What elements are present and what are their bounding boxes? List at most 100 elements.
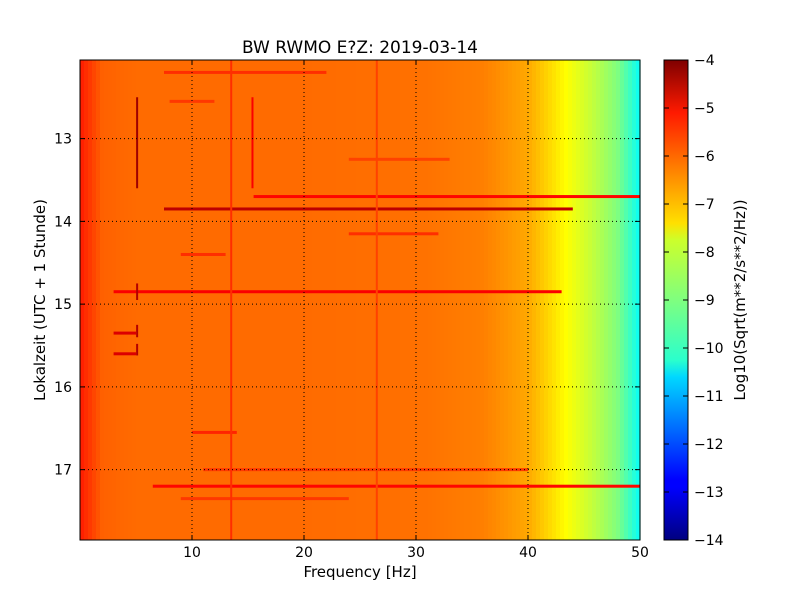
spectrum-strip (196, 60, 201, 540)
colorbar-tick-label: −6 (694, 149, 715, 165)
spectrum-strip (388, 60, 393, 540)
spectrum-strip (432, 60, 437, 540)
horizontal-feature (169, 99, 215, 103)
x-axis-label: Frequency [Hz] (303, 563, 416, 581)
spectrum-strip (492, 60, 497, 540)
spectrum-strip (240, 60, 245, 540)
horizontal-feature (113, 290, 562, 294)
spectrum-strip (96, 60, 101, 540)
spectrum-strip (116, 60, 121, 540)
y-tick-label: 13 (54, 132, 72, 148)
spectrum-strip (132, 60, 137, 540)
spectrum-strip (560, 60, 565, 540)
spectrum-strip (352, 60, 357, 540)
horizontal-feature (348, 157, 450, 161)
colorbar-tick-label: −13 (694, 485, 724, 501)
spectrum-strip (128, 60, 133, 540)
spectrum-strip (400, 60, 405, 540)
spectrum-strip (304, 60, 309, 540)
spectrum-strip (372, 60, 377, 540)
spectrum-strip (360, 60, 365, 540)
spectrum-strip (180, 60, 185, 540)
spectrum-strip (92, 60, 97, 540)
colorbar: −4 −5 −6 −7 −8 −9 −10 −11 −12 −13 −14 Log10(Sqrt(m… (663, 53, 749, 549)
vertical-feature (136, 97, 139, 189)
y-tick-label: 14 (54, 214, 72, 230)
spectrum-strip (448, 60, 453, 540)
spectrum-strip (516, 60, 521, 540)
spectrum-strip (532, 60, 537, 540)
vertical-feature (136, 343, 139, 356)
spectrum-strip (124, 60, 129, 540)
spectrum-strip (252, 60, 257, 540)
colorbar-tick-label: −4 (694, 53, 715, 69)
spectrum-strip (380, 60, 385, 540)
spectrum-strip (340, 60, 345, 540)
spectrum-strip (156, 60, 161, 540)
spectrum-strip (220, 60, 225, 540)
horizontal-feature (203, 468, 528, 472)
spectrum-strip (212, 60, 217, 540)
spectrum-strip (184, 60, 189, 540)
spectrum-strip (576, 60, 581, 540)
vertical-feature (375, 60, 378, 540)
spectrum-strip (256, 60, 261, 540)
spectrum-strip (412, 60, 417, 540)
spectrum-strip (564, 60, 569, 540)
spectrum-strip (300, 60, 305, 540)
spectrum-strip (552, 60, 557, 540)
spectrum-strip (164, 60, 169, 540)
horizontal-feature (113, 352, 136, 356)
spectrum-strip (440, 60, 445, 540)
spectrum-strip (616, 60, 621, 540)
spectrum-strip (292, 60, 297, 540)
spectrum-strip (480, 60, 485, 540)
spectrum-strip (272, 60, 277, 540)
y-tick-label: 15 (54, 297, 72, 313)
spectrum-strip (268, 60, 273, 540)
vertical-feature (136, 283, 139, 300)
horizontal-feature (164, 70, 327, 74)
spectrum-strip (168, 60, 173, 540)
spectrum-strip (408, 60, 413, 540)
horizontal-feature (113, 331, 136, 335)
spectrum-strip (524, 60, 529, 540)
spectrum-strip (232, 60, 237, 540)
spectrogram-features (113, 60, 640, 540)
spectrum-strip (520, 60, 525, 540)
spectrum-strip (628, 60, 633, 540)
horizontal-feature (180, 252, 226, 256)
spectrum-strip (160, 60, 165, 540)
vertical-feature (251, 97, 254, 189)
spectrum-strip (348, 60, 353, 540)
spectrum-strip (204, 60, 209, 540)
colorbar-tick-label: −9 (694, 293, 715, 309)
spectrum-strip (152, 60, 157, 540)
spectrum-strip (544, 60, 549, 540)
spectrum-strip (312, 60, 317, 540)
spectrum-strip (600, 60, 605, 540)
spectrum-strip (608, 60, 613, 540)
spectrum-strip (376, 60, 381, 540)
spectrum-strip (528, 60, 533, 540)
spectrum-strip (88, 60, 93, 540)
horizontal-feature (192, 430, 237, 434)
spectrum-strip (500, 60, 505, 540)
spectrum-strip (216, 60, 221, 540)
spectrum-strip (112, 60, 117, 540)
colorbar-tick-label: −10 (694, 341, 724, 357)
spectrum-strip (464, 60, 469, 540)
colorbar-tick-label: −5 (694, 101, 715, 117)
spectrum-strip (636, 60, 641, 540)
plot-frame (79, 59, 641, 541)
spectrum-strip (108, 60, 113, 540)
spectrum-strip (200, 60, 205, 540)
spectrum-strip (508, 60, 513, 540)
spectrum-strip (192, 60, 197, 540)
spectrum-strip (396, 60, 401, 540)
spectrum-strip (120, 60, 125, 540)
spectrum-strip (364, 60, 369, 540)
x-tick-label: 20 (295, 545, 313, 561)
spectrum-strip (444, 60, 449, 540)
spectrum-strip (624, 60, 629, 540)
